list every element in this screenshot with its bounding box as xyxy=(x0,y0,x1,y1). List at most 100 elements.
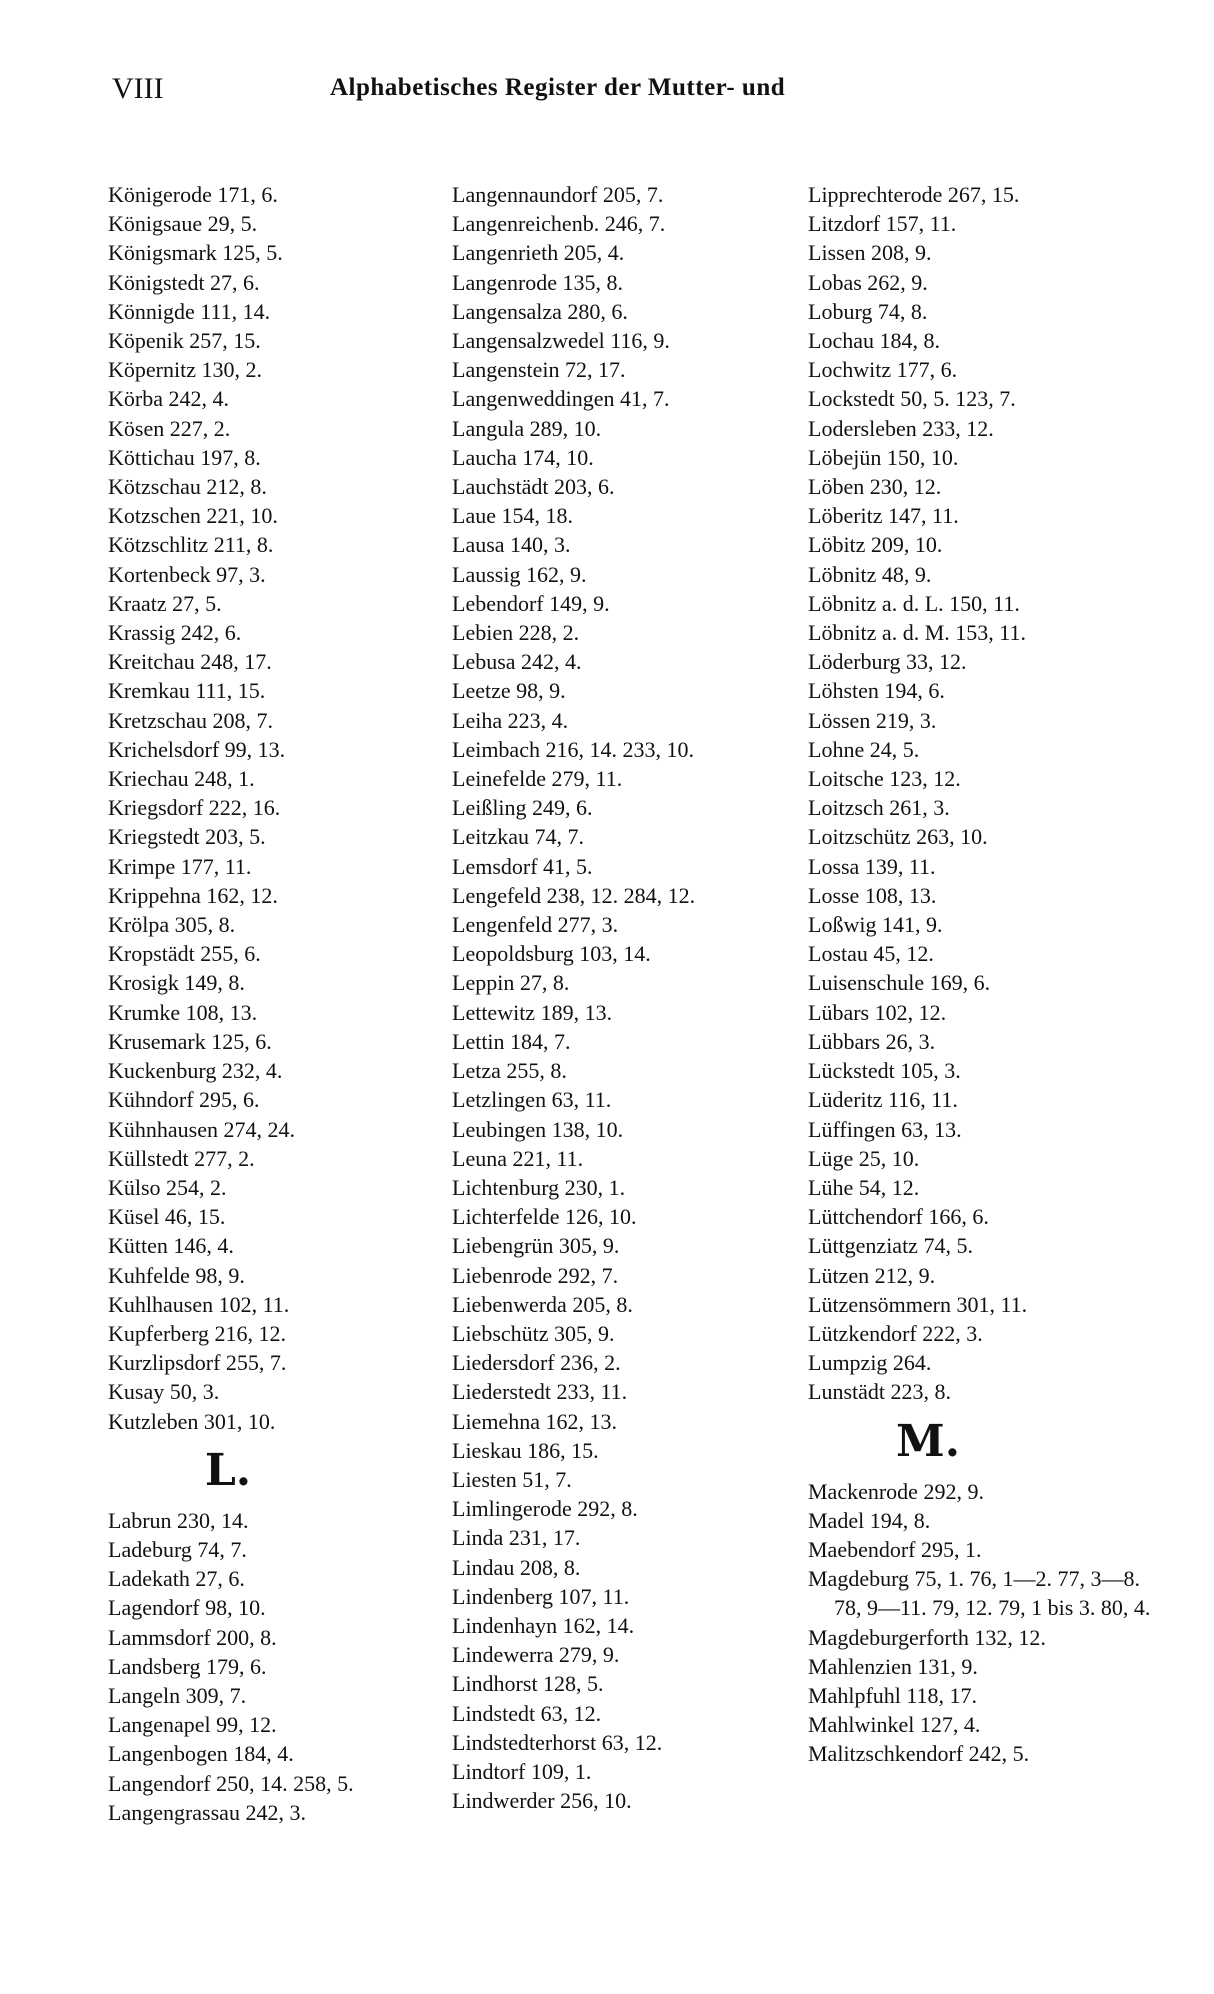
index-entry: Lückstedt 105, 3. xyxy=(808,1058,961,1084)
index-entry: Langengrassau 242, 3. xyxy=(108,1799,306,1825)
index-entry: Lüttchendorf 166, 6. xyxy=(808,1204,989,1230)
index-entry: Löbitz 209, 10. xyxy=(808,532,943,558)
index-entry: Lützkendorf 222, 3. xyxy=(808,1320,983,1346)
index-entry: Lindwerder 256, 10. xyxy=(452,1788,632,1814)
index-entry: Lühe 54, 12. xyxy=(808,1174,920,1200)
index-entry: Laucha 174, 10. xyxy=(452,444,594,470)
index-entry: Lammsdorf 200, 8. xyxy=(108,1624,277,1650)
index-entry: Külso 254, 2. xyxy=(108,1174,227,1200)
index-entry: Lüge 25, 10. xyxy=(808,1145,920,1171)
index-entry: Kutzleben 301, 10. xyxy=(108,1408,276,1434)
index-entry: Malitzschkendorf 242, 5. xyxy=(808,1741,1030,1767)
index-entry: Langennaundorf 205, 7. xyxy=(452,182,664,207)
index-entry: Lunstädt 223, 8. xyxy=(808,1379,951,1405)
index-entry: Mahlwinkel 127, 4. xyxy=(808,1712,981,1738)
index-entry: Krippehna 162, 12. xyxy=(108,882,278,908)
index-entry: Loitsche 123, 12. xyxy=(808,766,961,792)
index-entry: Kühnhausen 274, 24. xyxy=(108,1116,295,1142)
index-entry: Lützensömmern 301, 11. xyxy=(808,1291,1028,1317)
index-entry: Krusemark 125, 6. xyxy=(108,1028,272,1054)
index-entry: Lindenhayn 162, 14. xyxy=(452,1612,635,1638)
index-entry: Loitzschütz 263, 10. xyxy=(808,824,988,850)
index-entry: Leißling 249, 6. xyxy=(452,795,593,821)
index-entry: Leitzkau 74, 7. xyxy=(452,824,584,850)
index-entry: Liebschütz 305, 9. xyxy=(452,1320,615,1346)
index-entry: Ladekath 27, 6. xyxy=(108,1566,245,1592)
index-entry: Lübars 102, 12. xyxy=(808,999,947,1025)
index-entry: Lebusa 242, 4. xyxy=(452,649,582,675)
index-entry: Lindhorst 128, 5. xyxy=(452,1671,604,1697)
index-entry: Limlingerode 292, 8. xyxy=(452,1496,638,1522)
index-entry: Lindstedterhorst 63, 12. xyxy=(452,1729,663,1755)
index-entry: Leuna 221, 11. xyxy=(452,1145,584,1171)
index-entry: Lebendorf 149, 9. xyxy=(452,590,610,616)
index-entry: Langenbogen 184, 4. xyxy=(108,1741,294,1767)
index-entry: Königstedt 27, 6. xyxy=(108,269,260,295)
index-entry: Labrun 230, 14. xyxy=(108,1507,249,1533)
index-entry: Letzlingen 63, 11. xyxy=(452,1087,612,1113)
index-entry: Langeln 309, 7. xyxy=(108,1682,247,1708)
index-entry: Laussig 162, 9. xyxy=(452,561,587,587)
index-entry: Liederstedt 233, 11. xyxy=(452,1379,628,1405)
index-entry: Krosigk 149, 8. xyxy=(108,970,245,996)
index-entry: Lettin 184, 7. xyxy=(452,1028,571,1054)
index-entry: Könnigde 111, 14. xyxy=(108,298,271,324)
index-entry: Liebenrode 292, 7. xyxy=(452,1262,619,1288)
index-entry: Krassig 242, 6. xyxy=(108,620,242,646)
index-entry: Lichterfelde 126, 10. xyxy=(452,1204,637,1230)
index-entry: Lössen 219, 3. xyxy=(808,707,937,733)
index-entry: Lüttgenziatz 74, 5. xyxy=(808,1233,973,1259)
index-entry: Lieskau 186, 15. xyxy=(452,1437,599,1463)
index-entry: Krimpe 177, 11. xyxy=(108,853,252,879)
index-entry: Langensalzwedel 116, 9. xyxy=(452,328,670,354)
index-entry: Kriegsdorf 222, 16. xyxy=(108,795,281,821)
index-entry: Langenrode 135, 8. xyxy=(452,269,624,295)
index-entry: Lengenfeld 277, 3. xyxy=(452,912,619,938)
index-entry: Kösen 227, 2. xyxy=(108,415,231,441)
index-entry: Kuhfelde 98, 9. xyxy=(108,1262,245,1288)
index-entry: Linda 231, 17. xyxy=(452,1525,581,1551)
index-entry: Loburg 74, 8. xyxy=(808,298,928,324)
index-entry: Letza 255, 8. xyxy=(452,1058,567,1084)
index-entry: Krölpa 305, 8. xyxy=(108,912,236,938)
index-entry: Maebendorf 295, 1. xyxy=(808,1536,982,1562)
index-entry: Liebengrün 305, 9. xyxy=(452,1233,620,1259)
index-entry: Kortenbeck 97, 3. xyxy=(108,561,266,587)
index-entry: Kuhlhausen 102, 11. xyxy=(108,1291,290,1317)
index-entry: Lengefeld 238, 12. 284, 12. xyxy=(452,882,696,908)
index-entry: Lindewerra 279, 9. xyxy=(452,1642,620,1668)
index-entry: Lochwitz 177, 6. xyxy=(808,357,958,383)
index-entry: Lindstedt 63, 12. xyxy=(452,1700,602,1726)
index-entry: Kühndorf 295, 6. xyxy=(108,1087,260,1113)
index-column-3: Lipprechterode 267, 15. Litzdorf 157, 11.… xyxy=(808,180,1150,1769)
index-entry: Lauchstädt 203, 6. xyxy=(452,474,615,500)
index-entry: Kriechau 248, 1. xyxy=(108,766,255,792)
index-entry: Leetze 98, 9. xyxy=(452,678,566,704)
index-entry: Leiha 223, 4. xyxy=(452,707,569,733)
index-entry: Lipprechterode 267, 15. xyxy=(808,182,1020,207)
index-entry: Kropstädt 255, 6. xyxy=(108,941,261,967)
index-entry: Kriegstedt 203, 5. xyxy=(108,824,266,850)
index-entry: Leppin 27, 8. xyxy=(452,970,570,996)
index-entry: Lossa 139, 11. xyxy=(808,853,936,879)
index-entry: Liebenwerda 205, 8. xyxy=(452,1291,633,1317)
index-entry: Madel 194, 8. xyxy=(808,1507,931,1533)
index-entry: Mahlpfuhl 118, 17. xyxy=(808,1682,978,1708)
index-entry: Langenweddingen 41, 7. xyxy=(452,386,670,412)
index-entry: Leimbach 216, 14. 233, 10. xyxy=(452,736,694,762)
index-entry: Lüffingen 63, 13. xyxy=(808,1116,962,1142)
index-entry: Mackenrode 292, 9. xyxy=(808,1478,984,1504)
index-entry: Leinefelde 279, 11. xyxy=(452,766,623,792)
index-entry: Langenstein 72, 17. xyxy=(452,357,626,383)
index-entry: Kütten 146, 4. xyxy=(108,1233,234,1259)
index-entry: Kremkau 111, 15. xyxy=(108,678,266,704)
index-entry: Lobas 262, 9. xyxy=(808,269,928,295)
index-entry: Krumke 108, 13. xyxy=(108,999,258,1025)
index-entry: Ladeburg 74, 7. xyxy=(108,1536,247,1562)
index-entry: Lüderitz 116, 11. xyxy=(808,1087,958,1113)
index-entry: Lagendorf 98, 10. xyxy=(108,1595,266,1621)
index-entry: Liesten 51, 7. xyxy=(452,1466,572,1492)
index-entry: Kreitchau 248, 17. xyxy=(108,649,272,675)
index-entry: Löbejün 150, 10. xyxy=(808,444,959,470)
index-entry: Langenapel 99, 12. xyxy=(108,1712,277,1738)
